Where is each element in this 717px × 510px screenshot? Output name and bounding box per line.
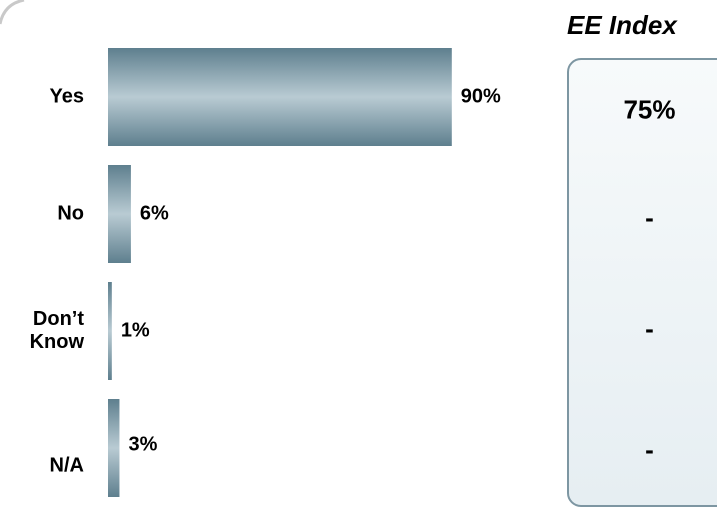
ee-index-value-2: - xyxy=(645,313,654,344)
ee-index-value-1: - xyxy=(645,202,654,233)
bar-2 xyxy=(108,282,112,380)
ee-index-title: EE Index xyxy=(567,10,677,40)
bar-1 xyxy=(108,165,131,263)
category-label-1: No xyxy=(57,202,84,225)
bar-3 xyxy=(108,399,120,497)
ee-index-panel xyxy=(567,58,717,507)
ee-index-value-3: - xyxy=(645,434,654,465)
value-label-1: 6% xyxy=(139,202,169,225)
value-label-0: 90% xyxy=(460,85,501,108)
category-label-3: N/A xyxy=(49,454,84,477)
category-label-0: Yes xyxy=(49,85,84,108)
value-label-3: 3% xyxy=(128,433,158,456)
ee-index-value-0: 75% xyxy=(623,94,676,125)
corner-decoration xyxy=(0,0,25,25)
bar-0 xyxy=(108,48,452,146)
bar-chart xyxy=(108,48,452,497)
category-label-2: Don’t Know xyxy=(29,308,84,353)
value-label-2: 1% xyxy=(120,319,150,342)
